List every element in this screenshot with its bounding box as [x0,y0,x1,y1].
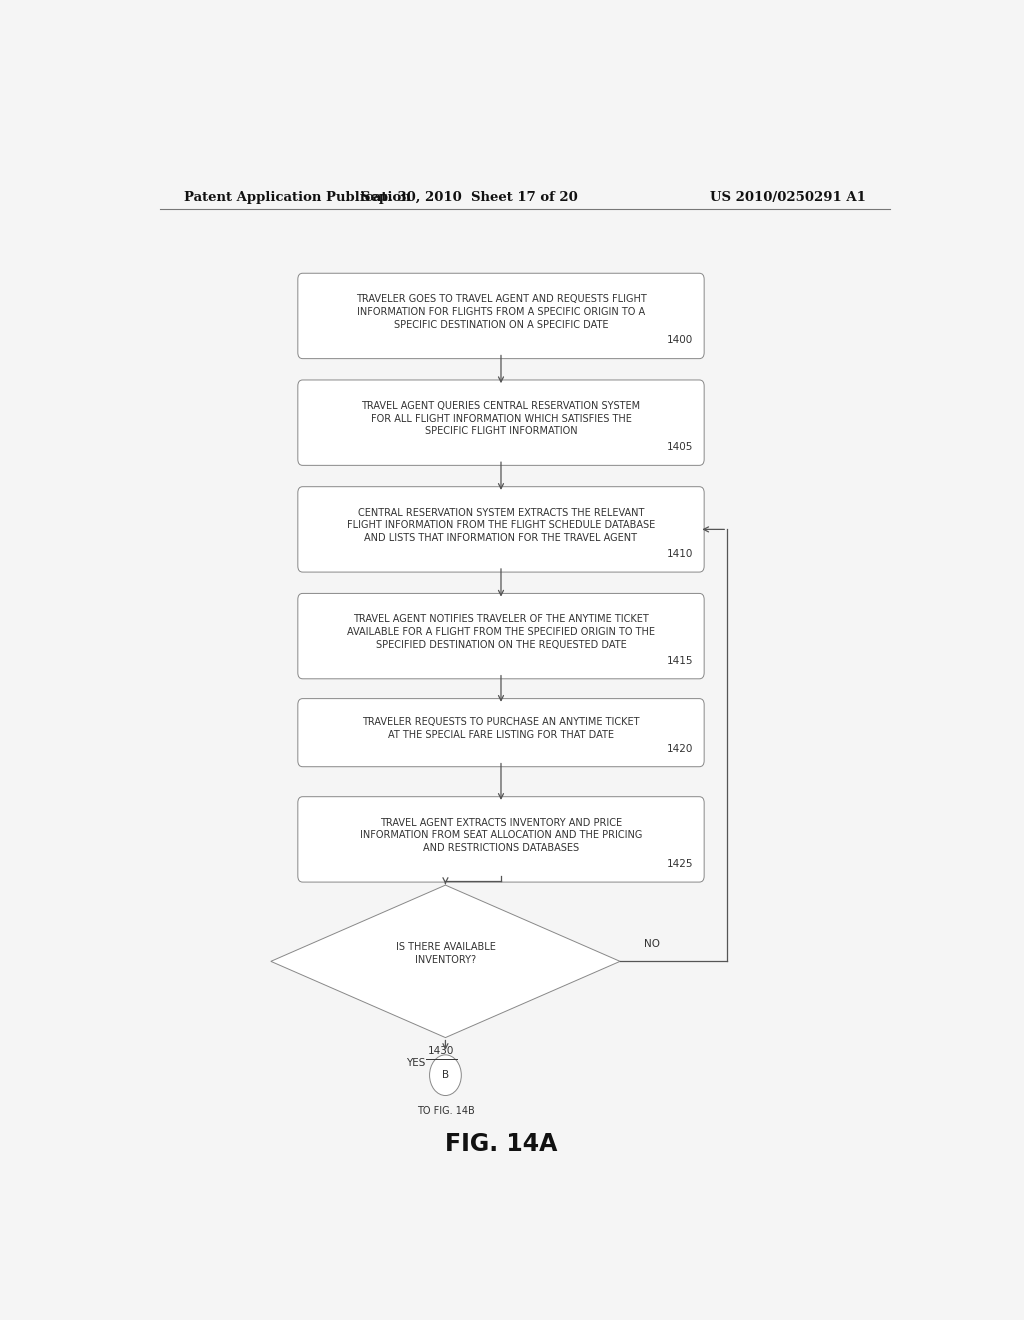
Text: 1405: 1405 [667,442,693,453]
Text: TRAVELER REQUESTS TO PURCHASE AN ANYTIME TICKET
AT THE SPECIAL FARE LISTING FOR : TRAVELER REQUESTS TO PURCHASE AN ANYTIME… [362,717,640,741]
Text: NO: NO [644,939,659,949]
FancyBboxPatch shape [298,797,705,882]
Text: Sep. 30, 2010  Sheet 17 of 20: Sep. 30, 2010 Sheet 17 of 20 [360,190,578,203]
FancyBboxPatch shape [298,594,705,678]
Text: FIG. 14A: FIG. 14A [444,1133,557,1156]
Text: US 2010/0250291 A1: US 2010/0250291 A1 [711,190,866,203]
Text: 1420: 1420 [667,743,693,754]
Text: 1425: 1425 [667,859,693,869]
Text: TO FIG. 14B: TO FIG. 14B [417,1106,474,1115]
Text: IS THERE AVAILABLE
INVENTORY?: IS THERE AVAILABLE INVENTORY? [395,942,496,965]
Text: TRAVEL AGENT QUERIES CENTRAL RESERVATION SYSTEM
FOR ALL FLIGHT INFORMATION WHICH: TRAVEL AGENT QUERIES CENTRAL RESERVATION… [361,401,641,437]
FancyBboxPatch shape [298,487,705,572]
Text: YES: YES [406,1059,425,1068]
Text: B: B [442,1071,449,1080]
Circle shape [430,1055,462,1096]
Text: TRAVELER GOES TO TRAVEL AGENT AND REQUESTS FLIGHT
INFORMATION FOR FLIGHTS FROM A: TRAVELER GOES TO TRAVEL AGENT AND REQUES… [355,294,646,330]
Text: 1430: 1430 [428,1045,455,1056]
Text: 1400: 1400 [667,335,693,346]
Text: TRAVEL AGENT NOTIFIES TRAVELER OF THE ANYTIME TICKET
AVAILABLE FOR A FLIGHT FROM: TRAVEL AGENT NOTIFIES TRAVELER OF THE AN… [347,614,655,649]
FancyBboxPatch shape [298,698,705,767]
FancyBboxPatch shape [298,380,705,466]
Text: 1415: 1415 [667,656,693,665]
Text: Patent Application Publication: Patent Application Publication [183,190,411,203]
Text: 1410: 1410 [667,549,693,558]
Text: TRAVEL AGENT EXTRACTS INVENTORY AND PRICE
INFORMATION FROM SEAT ALLOCATION AND T: TRAVEL AGENT EXTRACTS INVENTORY AND PRIC… [359,817,642,853]
Text: CENTRAL RESERVATION SYSTEM EXTRACTS THE RELEVANT
FLIGHT INFORMATION FROM THE FLI: CENTRAL RESERVATION SYSTEM EXTRACTS THE … [347,507,655,543]
Polygon shape [270,886,620,1038]
FancyBboxPatch shape [298,273,705,359]
